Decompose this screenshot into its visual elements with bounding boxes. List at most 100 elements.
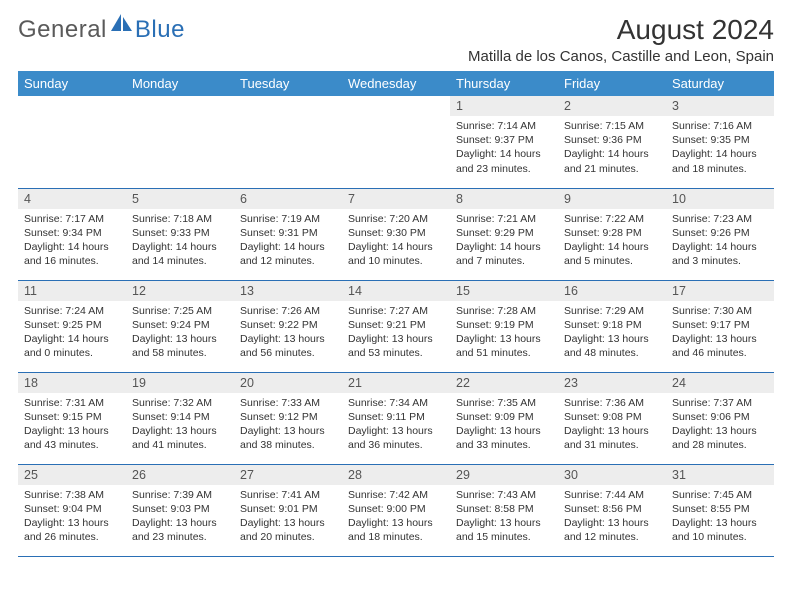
day-info: Sunrise: 7:28 AMSunset: 9:19 PMDaylight:… (450, 301, 558, 365)
calendar-empty-cell (234, 96, 342, 188)
day-info: Sunrise: 7:15 AMSunset: 9:36 PMDaylight:… (558, 116, 666, 180)
day-number: 12 (126, 281, 234, 301)
day-info: Sunrise: 7:44 AMSunset: 8:56 PMDaylight:… (558, 485, 666, 549)
calendar-day-cell: 12Sunrise: 7:25 AMSunset: 9:24 PMDayligh… (126, 280, 234, 372)
calendar-day-cell: 28Sunrise: 7:42 AMSunset: 9:00 PMDayligh… (342, 464, 450, 556)
day-number: 17 (666, 281, 774, 301)
calendar-day-cell: 1Sunrise: 7:14 AMSunset: 9:37 PMDaylight… (450, 96, 558, 188)
calendar-week-row: 18Sunrise: 7:31 AMSunset: 9:15 PMDayligh… (18, 372, 774, 464)
calendar-day-cell: 31Sunrise: 7:45 AMSunset: 8:55 PMDayligh… (666, 464, 774, 556)
calendar-day-cell: 4Sunrise: 7:17 AMSunset: 9:34 PMDaylight… (18, 188, 126, 280)
calendar-week-row: 25Sunrise: 7:38 AMSunset: 9:04 PMDayligh… (18, 464, 774, 556)
calendar-day-cell: 30Sunrise: 7:44 AMSunset: 8:56 PMDayligh… (558, 464, 666, 556)
day-number: 14 (342, 281, 450, 301)
calendar-day-cell: 19Sunrise: 7:32 AMSunset: 9:14 PMDayligh… (126, 372, 234, 464)
weekday-header: Saturday (666, 71, 774, 96)
calendar-header-row: SundayMondayTuesdayWednesdayThursdayFrid… (18, 71, 774, 96)
day-info: Sunrise: 7:16 AMSunset: 9:35 PMDaylight:… (666, 116, 774, 180)
day-number: 27 (234, 465, 342, 485)
calendar-week-row: 11Sunrise: 7:24 AMSunset: 9:25 PMDayligh… (18, 280, 774, 372)
day-number: 26 (126, 465, 234, 485)
weekday-header: Sunday (18, 71, 126, 96)
day-info: Sunrise: 7:45 AMSunset: 8:55 PMDaylight:… (666, 485, 774, 549)
calendar-week-row: 4Sunrise: 7:17 AMSunset: 9:34 PMDaylight… (18, 188, 774, 280)
day-info: Sunrise: 7:31 AMSunset: 9:15 PMDaylight:… (18, 393, 126, 457)
day-info: Sunrise: 7:26 AMSunset: 9:22 PMDaylight:… (234, 301, 342, 365)
day-number: 10 (666, 189, 774, 209)
calendar-day-cell: 7Sunrise: 7:20 AMSunset: 9:30 PMDaylight… (342, 188, 450, 280)
day-info: Sunrise: 7:23 AMSunset: 9:26 PMDaylight:… (666, 209, 774, 273)
calendar-day-cell: 5Sunrise: 7:18 AMSunset: 9:33 PMDaylight… (126, 188, 234, 280)
calendar-day-cell: 26Sunrise: 7:39 AMSunset: 9:03 PMDayligh… (126, 464, 234, 556)
day-info: Sunrise: 7:18 AMSunset: 9:33 PMDaylight:… (126, 209, 234, 273)
day-info: Sunrise: 7:30 AMSunset: 9:17 PMDaylight:… (666, 301, 774, 365)
day-number: 5 (126, 189, 234, 209)
weekday-header: Monday (126, 71, 234, 96)
calendar-empty-cell (18, 96, 126, 188)
day-info: Sunrise: 7:34 AMSunset: 9:11 PMDaylight:… (342, 393, 450, 457)
day-number: 23 (558, 373, 666, 393)
logo-sail-icon (111, 14, 133, 37)
day-number: 16 (558, 281, 666, 301)
day-number: 15 (450, 281, 558, 301)
day-info: Sunrise: 7:39 AMSunset: 9:03 PMDaylight:… (126, 485, 234, 549)
calendar-day-cell: 16Sunrise: 7:29 AMSunset: 9:18 PMDayligh… (558, 280, 666, 372)
calendar-day-cell: 27Sunrise: 7:41 AMSunset: 9:01 PMDayligh… (234, 464, 342, 556)
calendar-body: 1Sunrise: 7:14 AMSunset: 9:37 PMDaylight… (18, 96, 774, 556)
day-number: 28 (342, 465, 450, 485)
day-number: 4 (18, 189, 126, 209)
day-info: Sunrise: 7:42 AMSunset: 9:00 PMDaylight:… (342, 485, 450, 549)
day-info: Sunrise: 7:29 AMSunset: 9:18 PMDaylight:… (558, 301, 666, 365)
day-info: Sunrise: 7:37 AMSunset: 9:06 PMDaylight:… (666, 393, 774, 457)
day-info: Sunrise: 7:21 AMSunset: 9:29 PMDaylight:… (450, 209, 558, 273)
day-number: 19 (126, 373, 234, 393)
weekday-header: Thursday (450, 71, 558, 96)
calendar-day-cell: 15Sunrise: 7:28 AMSunset: 9:19 PMDayligh… (450, 280, 558, 372)
day-number: 1 (450, 96, 558, 116)
day-number: 20 (234, 373, 342, 393)
day-info: Sunrise: 7:14 AMSunset: 9:37 PMDaylight:… (450, 116, 558, 180)
calendar-day-cell: 3Sunrise: 7:16 AMSunset: 9:35 PMDaylight… (666, 96, 774, 188)
calendar-empty-cell (126, 96, 234, 188)
header: General Blue August 2024 Matilla de los … (18, 14, 774, 65)
weekday-header: Wednesday (342, 71, 450, 96)
calendar-day-cell: 21Sunrise: 7:34 AMSunset: 9:11 PMDayligh… (342, 372, 450, 464)
calendar-week-row: 1Sunrise: 7:14 AMSunset: 9:37 PMDaylight… (18, 96, 774, 188)
calendar-empty-cell (342, 96, 450, 188)
day-number: 9 (558, 189, 666, 209)
day-info: Sunrise: 7:43 AMSunset: 8:58 PMDaylight:… (450, 485, 558, 549)
logo: General Blue (18, 14, 185, 45)
day-info: Sunrise: 7:27 AMSunset: 9:21 PMDaylight:… (342, 301, 450, 365)
logo-text-general: General (18, 16, 107, 44)
calendar-day-cell: 10Sunrise: 7:23 AMSunset: 9:26 PMDayligh… (666, 188, 774, 280)
day-info: Sunrise: 7:32 AMSunset: 9:14 PMDaylight:… (126, 393, 234, 457)
day-info: Sunrise: 7:22 AMSunset: 9:28 PMDaylight:… (558, 209, 666, 273)
day-info: Sunrise: 7:17 AMSunset: 9:34 PMDaylight:… (18, 209, 126, 273)
day-number: 29 (450, 465, 558, 485)
day-number: 7 (342, 189, 450, 209)
day-number: 13 (234, 281, 342, 301)
title-block: August 2024 Matilla de los Canos, Castil… (468, 14, 774, 65)
day-info: Sunrise: 7:36 AMSunset: 9:08 PMDaylight:… (558, 393, 666, 457)
calendar-day-cell: 29Sunrise: 7:43 AMSunset: 8:58 PMDayligh… (450, 464, 558, 556)
day-info: Sunrise: 7:24 AMSunset: 9:25 PMDaylight:… (18, 301, 126, 365)
day-number: 3 (666, 96, 774, 116)
day-info: Sunrise: 7:33 AMSunset: 9:12 PMDaylight:… (234, 393, 342, 457)
calendar-day-cell: 22Sunrise: 7:35 AMSunset: 9:09 PMDayligh… (450, 372, 558, 464)
calendar-table: SundayMondayTuesdayWednesdayThursdayFrid… (18, 71, 774, 557)
day-number: 6 (234, 189, 342, 209)
day-info: Sunrise: 7:35 AMSunset: 9:09 PMDaylight:… (450, 393, 558, 457)
day-number: 22 (450, 373, 558, 393)
day-number: 8 (450, 189, 558, 209)
day-number: 24 (666, 373, 774, 393)
calendar-day-cell: 13Sunrise: 7:26 AMSunset: 9:22 PMDayligh… (234, 280, 342, 372)
calendar-day-cell: 8Sunrise: 7:21 AMSunset: 9:29 PMDaylight… (450, 188, 558, 280)
day-info: Sunrise: 7:38 AMSunset: 9:04 PMDaylight:… (18, 485, 126, 549)
calendar-day-cell: 14Sunrise: 7:27 AMSunset: 9:21 PMDayligh… (342, 280, 450, 372)
day-number: 25 (18, 465, 126, 485)
day-info: Sunrise: 7:20 AMSunset: 9:30 PMDaylight:… (342, 209, 450, 273)
calendar-day-cell: 6Sunrise: 7:19 AMSunset: 9:31 PMDaylight… (234, 188, 342, 280)
calendar-day-cell: 11Sunrise: 7:24 AMSunset: 9:25 PMDayligh… (18, 280, 126, 372)
page-title: August 2024 (468, 14, 774, 46)
location-text: Matilla de los Canos, Castille and Leon,… (468, 48, 774, 65)
